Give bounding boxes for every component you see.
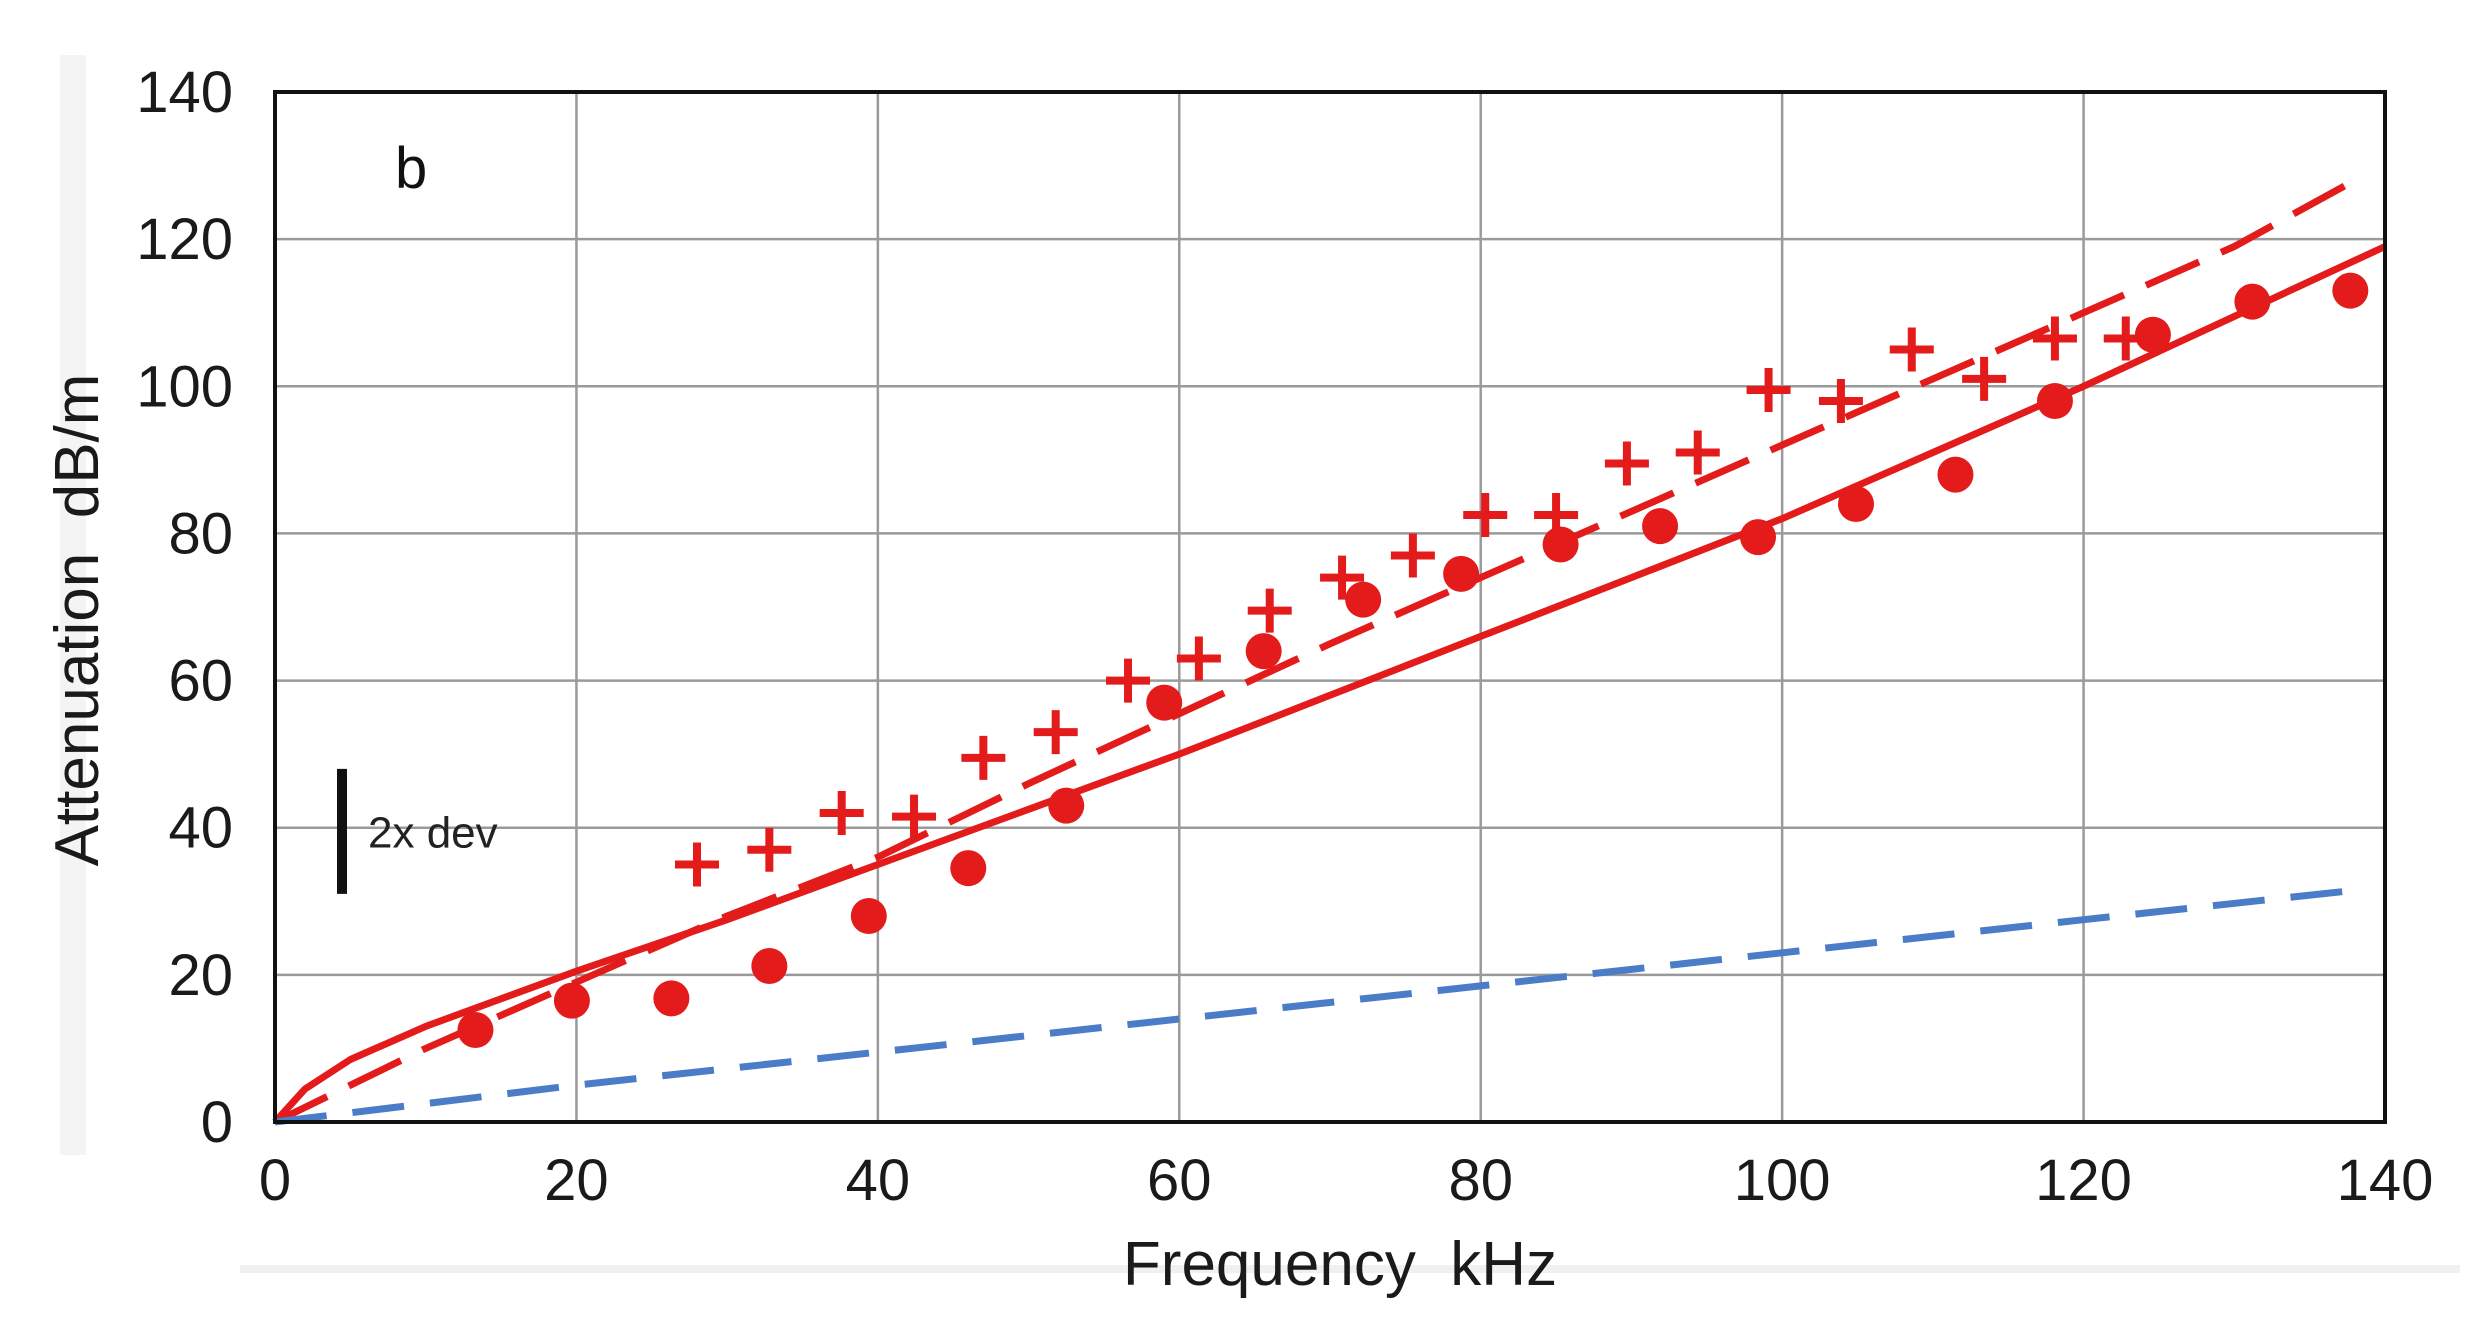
y-tick-label: 120	[136, 207, 233, 272]
data-point-circle	[2332, 272, 2369, 309]
y-tick-label: 140	[136, 60, 233, 125]
data-point-circle	[2234, 283, 2271, 320]
data-point-circle	[1542, 526, 1579, 563]
data-point-cross	[1176, 636, 1221, 681]
data-point-cross	[1320, 555, 1365, 600]
data-point-circle	[1443, 555, 1480, 592]
series-line-blue-dashed	[274, 886, 2356, 1126]
panel-label: b	[395, 136, 427, 201]
data-point-circle	[1245, 633, 1282, 670]
x-tick-label: 0	[259, 1148, 291, 1213]
data-point-circle	[850, 898, 887, 934]
data-point-cross	[1675, 430, 1720, 475]
y-tick-label: 40	[168, 796, 233, 861]
data-point-circle	[1345, 581, 1382, 618]
data-point-circle	[1740, 519, 1777, 556]
plot-frame	[273, 90, 2387, 1124]
x-tick-label: 120	[2035, 1148, 2132, 1213]
data-point-cross	[1106, 658, 1151, 703]
data-point-circle	[553, 982, 590, 1019]
scan-artifact-bottom	[240, 1265, 2460, 1273]
grid	[275, 92, 2385, 1122]
y-tick-labels: 0 20 40 60 80 100 120 140	[136, 60, 233, 1155]
data-point-circle	[2036, 383, 2073, 419]
data-point-cross	[1889, 327, 1934, 372]
x-tick-label: 80	[1448, 1148, 1513, 1213]
y-tick-label: 0	[201, 1090, 233, 1155]
data-point-circle	[2134, 316, 2171, 353]
data-point-cross	[1390, 533, 1435, 578]
series-lines	[272, 177, 2387, 1126]
data-point-cross	[819, 791, 864, 835]
data-point-cross	[675, 842, 719, 887]
data-point-circle	[1642, 508, 1679, 545]
x-tick-label: 40	[846, 1148, 911, 1213]
y-tick-label: 100	[136, 354, 233, 419]
data-point-cross	[961, 735, 1006, 780]
data-point-cross	[2103, 316, 2148, 361]
y-tick-label: 20	[168, 943, 233, 1008]
data-point-circle	[1837, 486, 1874, 522]
x-tick-labels: 0 20 40 60 80 100 120 140	[259, 1148, 2434, 1213]
scan-artifact-left	[60, 55, 86, 1155]
y-tick-label: 80	[168, 501, 233, 566]
x-tick-label: 100	[1734, 1148, 1831, 1213]
data-point-cross	[1962, 356, 2007, 401]
data-point-circle	[653, 980, 690, 1017]
data-point-cross	[1033, 710, 1078, 755]
y-tick-label: 60	[168, 649, 233, 714]
data-point-circle	[1937, 456, 1974, 493]
data-point-cross	[1604, 441, 1649, 486]
data-point-cross	[1746, 367, 1791, 412]
data-point-circle	[751, 948, 788, 985]
data-point-cross	[1247, 588, 1292, 633]
x-axis-title: Frequency kHz	[1123, 1230, 1557, 1299]
data-point-cross	[1818, 379, 1863, 423]
data-point-cross	[1463, 493, 1508, 538]
data-point-cross	[892, 794, 937, 839]
series-line-red-solid	[272, 243, 2387, 1125]
x-tick-label: 20	[544, 1148, 609, 1213]
scale-bar-label: 2x dev	[368, 808, 498, 857]
series-line-red-dashed	[273, 177, 2357, 1126]
data-point-cross	[1534, 493, 1579, 538]
data-point-circle	[1048, 787, 1085, 824]
data-point-circle	[457, 1012, 494, 1049]
data-point-cross	[2032, 316, 2077, 361]
x-tick-label: 60	[1147, 1148, 1212, 1213]
y-axis-title: Attenuation dB/m	[43, 374, 112, 867]
scale-bar: 2x dev	[337, 768, 498, 894]
data-point-circle	[950, 850, 987, 887]
series-markers	[457, 272, 2369, 1049]
data-point-circle	[1146, 684, 1183, 721]
data-point-cross	[747, 827, 792, 872]
x-tick-label: 140	[2337, 1148, 2434, 1213]
